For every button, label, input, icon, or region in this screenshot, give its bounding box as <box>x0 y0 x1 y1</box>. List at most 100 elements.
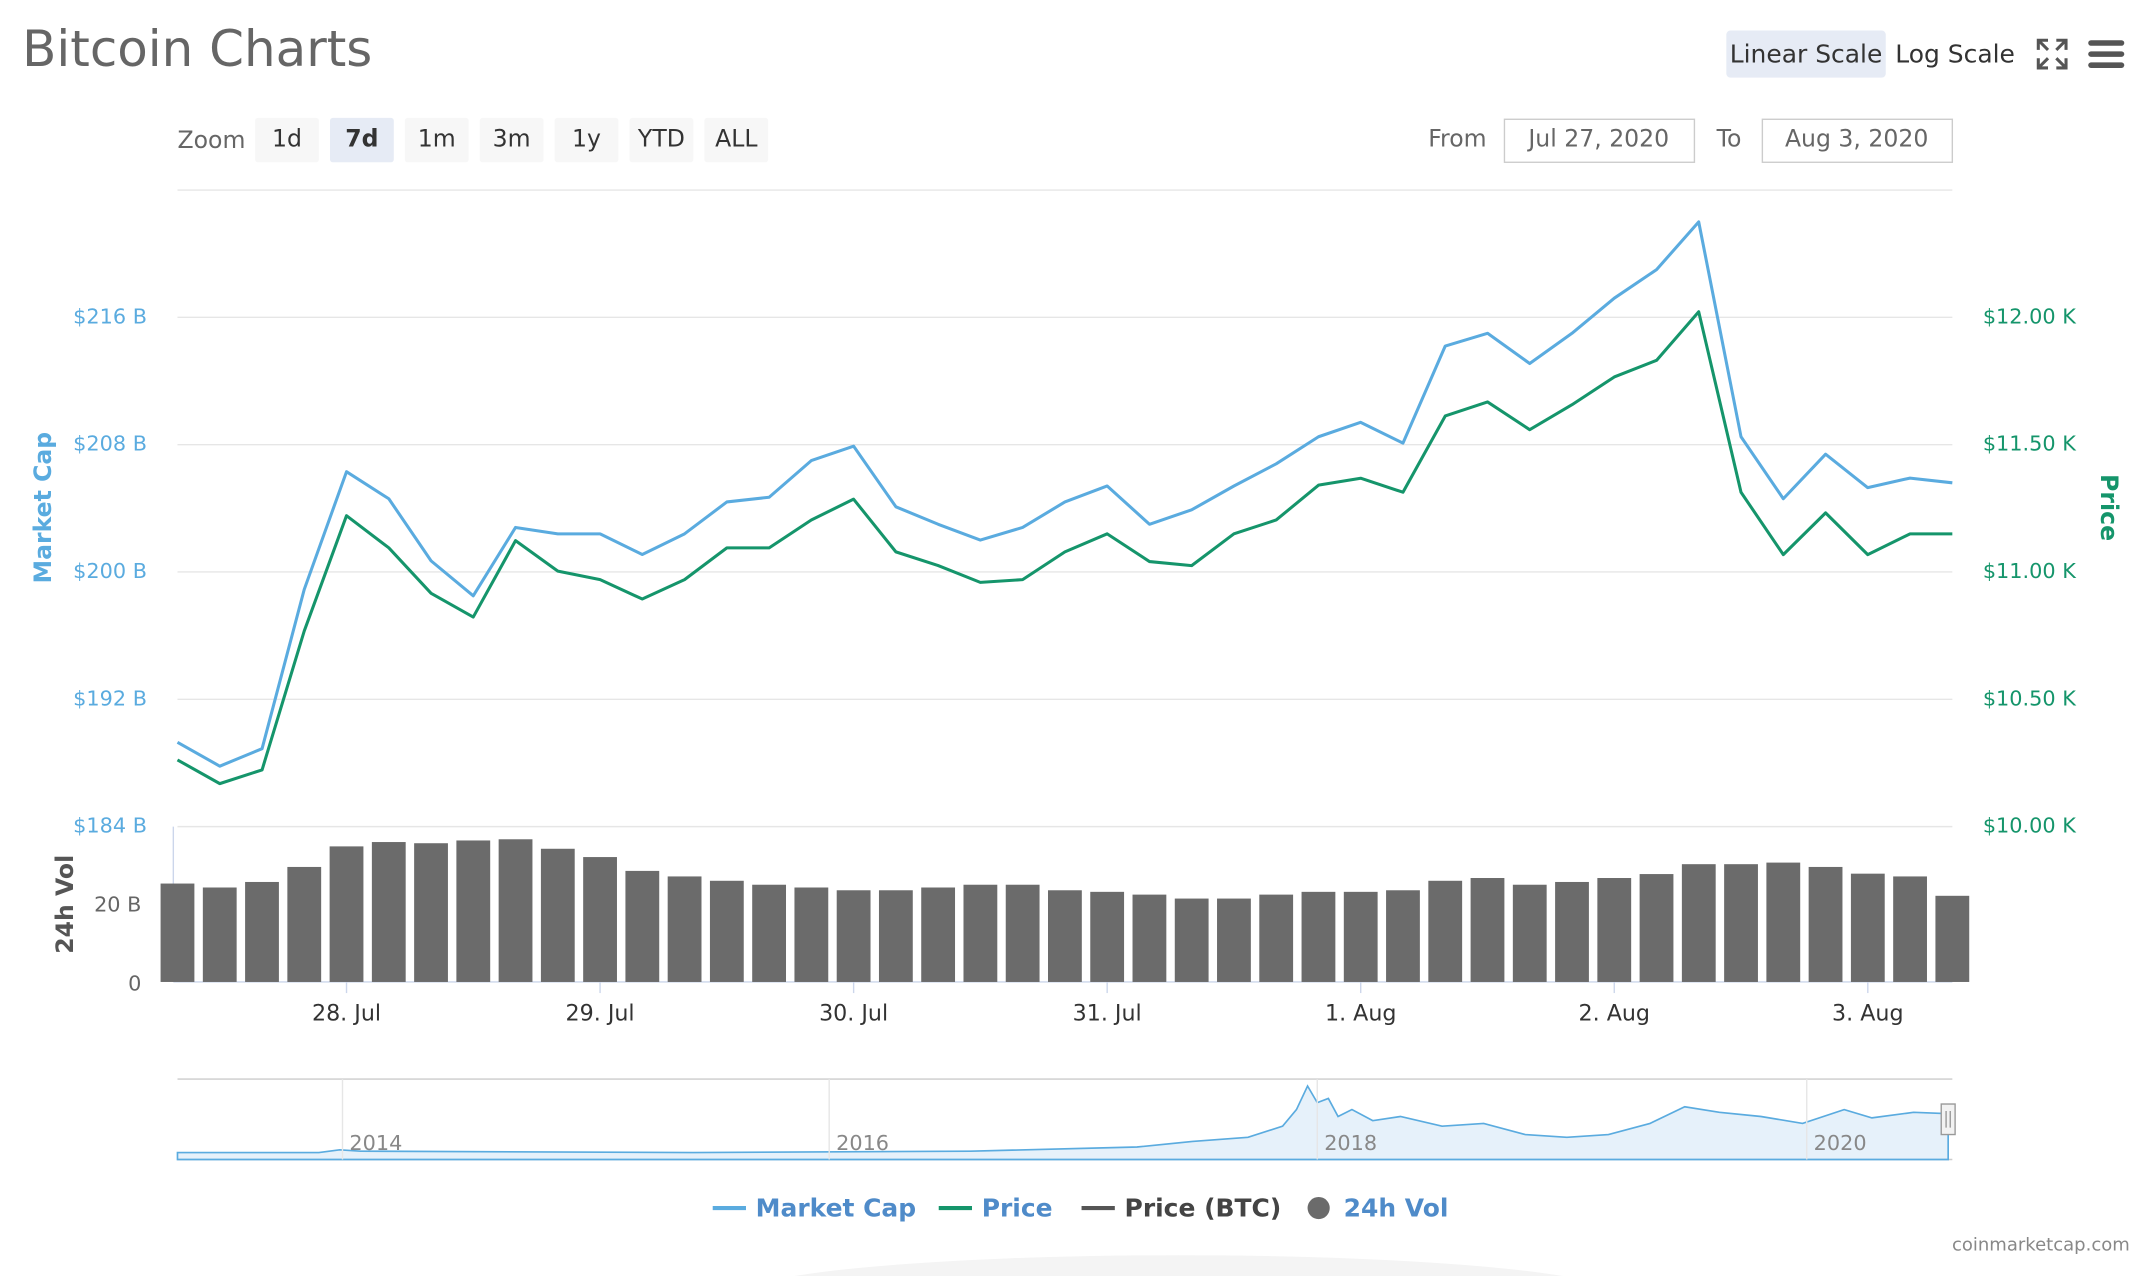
zoom-button-bg[interactable] <box>629 117 694 163</box>
zoom-button-bg[interactable] <box>404 117 469 163</box>
volume-bar <box>1935 895 1970 982</box>
zoom-button[interactable]: YTD <box>637 125 685 153</box>
from-input[interactable]: Jul 27, 2020 <box>1526 125 1669 153</box>
zoom-button[interactable]: 7d <box>345 125 378 153</box>
volume-bar <box>1681 864 1716 982</box>
zoom-button-bg[interactable] <box>704 117 769 163</box>
zoom-button[interactable]: ALL <box>715 125 757 153</box>
volume-bar <box>160 883 195 982</box>
y-tick-label: $208 B <box>73 432 147 456</box>
series-line <box>176 220 1953 768</box>
volume-bar <box>963 884 998 982</box>
to-input-box[interactable] <box>1761 118 1954 163</box>
y2-tick-label: $10.00 K <box>1983 814 2077 838</box>
vol-axis-title: 24h Vol <box>51 855 79 954</box>
volume-bar <box>1555 881 1589 982</box>
navigator-label: 2020 <box>1814 1131 1867 1155</box>
legend-label[interactable]: 24h Vol <box>1344 1193 1449 1222</box>
from-input-box[interactable] <box>1503 118 1696 163</box>
y-tick-label: $184 B <box>73 814 147 838</box>
volume-bar <box>1343 891 1378 982</box>
legend-label[interactable]: Price (BTC) <box>1125 1193 1282 1222</box>
to-label: To <box>1716 125 1742 153</box>
zoom-button-bg[interactable] <box>255 117 319 163</box>
menu-icon[interactable] <box>2088 40 2125 68</box>
volume-bar <box>1724 864 1758 982</box>
y-tick-label: $192 B <box>73 686 147 710</box>
legend-label[interactable]: Price <box>982 1193 1053 1222</box>
y2-tick-label: $12.00 K <box>1983 304 2077 328</box>
zoom-label: Zoom <box>177 126 245 154</box>
zoom-button[interactable]: 1m <box>418 125 456 153</box>
zoom-button-bg[interactable] <box>330 117 394 163</box>
volume-bar <box>1048 890 1082 982</box>
volume-bar <box>1512 884 1547 982</box>
x-tick-label: 29. Jul <box>566 1000 635 1026</box>
vol-tick-label: 20 B <box>94 893 141 917</box>
navigator-handle-grip <box>1945 1110 1951 1128</box>
volume-bar <box>414 843 448 982</box>
series-line <box>176 310 1953 786</box>
volume-bar <box>329 846 364 982</box>
from-label: From <box>1428 125 1486 153</box>
scale-button[interactable]: Linear Scale <box>1730 39 1883 68</box>
legend-label[interactable]: Market Cap <box>756 1193 916 1222</box>
x-tick-label: 2. Aug <box>1579 1000 1650 1026</box>
credit[interactable]: coinmarketcap.com <box>1952 1234 2130 1255</box>
zoom-button-bg[interactable] <box>479 117 544 163</box>
y2-tick-label: $11.50 K <box>1983 432 2077 456</box>
scale-button[interactable]: Log Scale <box>1895 39 2015 68</box>
volume-bar <box>709 880 744 982</box>
volume-bar <box>625 870 660 982</box>
x-tick-label: 31. Jul <box>1073 1000 1142 1026</box>
volume-bar <box>1893 876 1927 982</box>
x-tick-label: 3. Aug <box>1832 1000 1903 1026</box>
volume-bar <box>1259 894 1294 982</box>
navigator <box>176 1078 1956 1161</box>
volume-bar <box>1005 884 1040 982</box>
volume-bar <box>1850 873 1885 982</box>
volume-bar <box>1217 898 1251 982</box>
volume-bar <box>836 890 871 982</box>
x-tick-label: 1. Aug <box>1325 1000 1396 1026</box>
zoom-button-bg[interactable] <box>554 117 619 163</box>
volume-bar <box>540 848 575 982</box>
y2-axis-title: Price <box>2095 474 2123 541</box>
volume-bar <box>921 887 956 982</box>
page-title: Bitcoin Charts <box>22 20 372 78</box>
y-tick-label: $216 B <box>73 304 147 328</box>
navigator-label: 2014 <box>349 1131 402 1155</box>
legend-marker[interactable] <box>1307 1196 1330 1220</box>
navigator-series <box>176 1084 1950 1161</box>
volume-bar <box>794 887 829 982</box>
volume-bar <box>498 839 533 982</box>
navigator-label: 2016 <box>836 1131 889 1155</box>
y-axis-title: Market Cap <box>29 432 57 584</box>
vol-tick-label: 0 <box>128 972 141 996</box>
volume-bar <box>287 866 322 982</box>
fullscreen-icon[interactable] <box>2036 38 2068 70</box>
volume-bar <box>1386 890 1420 982</box>
volume-bar <box>878 890 913 982</box>
volume-bar <box>245 881 279 982</box>
to-input[interactable]: Aug 3, 2020 <box>1785 125 1928 153</box>
volume-bar <box>1639 874 1674 982</box>
volume-bar <box>1090 891 1125 982</box>
volume-bar <box>752 884 787 982</box>
navigator-handle[interactable] <box>1940 1103 1956 1136</box>
volume-bar <box>1766 862 1801 982</box>
scale-button-bg[interactable] <box>1726 30 1886 78</box>
volume-bar <box>1301 891 1336 982</box>
zoom-button[interactable]: 1y <box>572 125 601 153</box>
volume-bar <box>456 840 491 982</box>
volume-bar <box>1428 880 1463 982</box>
volume-bar <box>1597 878 1632 982</box>
navigator-label: 2018 <box>1324 1131 1377 1155</box>
volume-bar <box>667 876 702 982</box>
zoom-button[interactable]: 3m <box>493 125 531 153</box>
zoom-button[interactable]: 1d <box>272 125 302 153</box>
volume-bar <box>1132 894 1167 982</box>
volume-bar <box>202 887 237 982</box>
